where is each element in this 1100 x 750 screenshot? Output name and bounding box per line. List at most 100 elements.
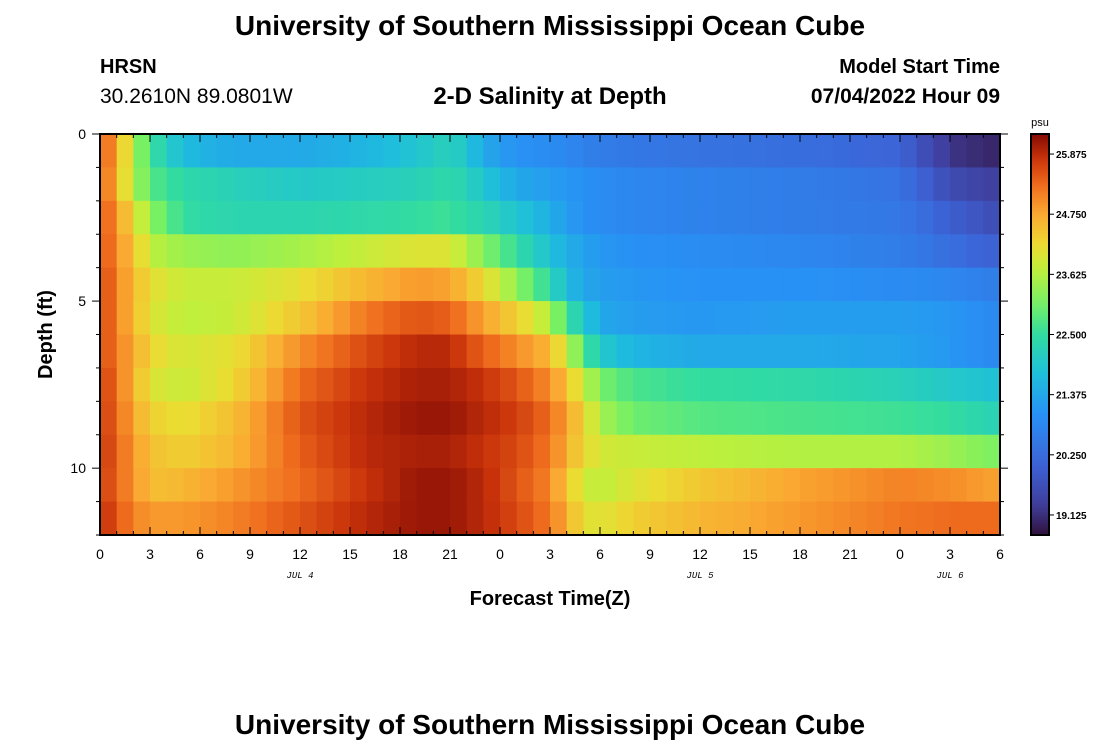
heatmap-cell <box>600 200 618 235</box>
heatmap-cell <box>666 501 684 536</box>
heatmap-cell <box>633 234 651 269</box>
heatmap-cell <box>966 234 984 269</box>
heatmap-cell <box>300 501 318 536</box>
heatmap-cell <box>750 401 768 436</box>
heatmap-cell <box>733 134 751 169</box>
heatmap-cell <box>750 501 768 536</box>
x-axis-ticks: 0 3 6 9 12 15 18 21 0 3 6 9 12 15 18 21 0 3 6 <box>96 134 1004 562</box>
heatmap-cell <box>316 501 334 536</box>
heatmap-cell <box>933 468 951 503</box>
heatmap-cell <box>850 301 868 336</box>
heatmap-cell <box>116 367 134 402</box>
heatmap-cell <box>900 434 918 469</box>
heatmap-cell <box>800 234 818 269</box>
heatmap-cell <box>550 468 568 503</box>
heatmap-cell <box>716 167 734 202</box>
heatmap-cell <box>900 234 918 269</box>
heatmap-cell <box>716 301 734 336</box>
heatmap-cell <box>800 334 818 369</box>
heatmap-cell <box>383 367 401 402</box>
heatmap-cell <box>350 301 368 336</box>
heatmap-cell <box>250 267 268 302</box>
heatmap-cell <box>183 200 201 235</box>
heatmap-cell <box>766 167 784 202</box>
heatmap-cell <box>750 468 768 503</box>
heatmap-cell <box>200 334 218 369</box>
heatmap-cell <box>166 301 184 336</box>
heatmap-cell <box>733 267 751 302</box>
heatmap-cell <box>716 334 734 369</box>
heatmap-cell <box>233 501 251 536</box>
heatmap-cell <box>433 200 451 235</box>
heatmap-cell <box>883 468 901 503</box>
heatmap-cell <box>933 234 951 269</box>
heatmap-cell <box>400 200 418 235</box>
heatmap-cell <box>966 267 984 302</box>
heatmap-cell <box>950 200 968 235</box>
heatmap-cell <box>750 334 768 369</box>
heatmap-cell <box>916 401 934 436</box>
heatmap-cell <box>633 167 651 202</box>
heatmap-cell <box>633 468 651 503</box>
heatmap-cell <box>683 134 701 169</box>
heatmap-cell <box>983 200 1001 235</box>
heatmap-cell <box>350 200 368 235</box>
heatmap-cell <box>583 167 601 202</box>
heatmap-cell <box>916 367 934 402</box>
heatmap-cell <box>766 367 784 402</box>
heatmap-cell <box>583 434 601 469</box>
heatmap-cell <box>183 434 201 469</box>
heatmap-cell <box>666 367 684 402</box>
heatmap-cell <box>100 434 118 469</box>
heatmap-cell <box>466 200 484 235</box>
heatmap-cell <box>283 134 301 169</box>
heatmap-cells <box>100 134 1001 536</box>
heatmap-cell <box>333 200 351 235</box>
heatmap-cell <box>266 301 284 336</box>
heatmap-cell <box>600 401 618 436</box>
heatmap-cell <box>550 200 568 235</box>
heatmap-cell <box>883 234 901 269</box>
heatmap-cell <box>366 334 384 369</box>
heatmap-cell <box>900 501 918 536</box>
heatmap-cell <box>516 367 534 402</box>
heatmap-cell <box>816 401 834 436</box>
heatmap-cell <box>350 367 368 402</box>
heatmap-cell <box>700 301 718 336</box>
heatmap-cell <box>450 134 468 169</box>
heatmap-cell <box>150 401 168 436</box>
heatmap-cell <box>633 434 651 469</box>
heatmap-cell <box>466 367 484 402</box>
heatmap-cell <box>500 134 518 169</box>
heatmap-cell <box>116 234 134 269</box>
heatmap-cell <box>100 267 118 302</box>
heatmap-cell <box>433 367 451 402</box>
heatmap-cell <box>550 234 568 269</box>
heatmap-cell <box>150 468 168 503</box>
heatmap-cell <box>133 501 151 536</box>
heatmap-cell <box>900 200 918 235</box>
heatmap-cell <box>300 434 318 469</box>
heatmap-cell <box>416 334 434 369</box>
heatmap-cell <box>850 234 868 269</box>
heatmap-cell <box>700 367 718 402</box>
heatmap-cell <box>216 501 234 536</box>
heatmap-cell <box>200 200 218 235</box>
heatmap-cell <box>416 200 434 235</box>
heatmap-cell <box>883 167 901 202</box>
heatmap-cell <box>766 468 784 503</box>
heatmap-cell <box>783 434 801 469</box>
heatmap-cell <box>433 267 451 302</box>
heatmap-cell <box>666 167 684 202</box>
heatmap-cell <box>483 267 501 302</box>
heatmap-cell <box>833 234 851 269</box>
heatmap-cell <box>216 234 234 269</box>
heatmap-cell <box>233 401 251 436</box>
heatmap-cell <box>816 134 834 169</box>
heatmap-cell <box>633 134 651 169</box>
heatmap-cell <box>633 401 651 436</box>
heatmap-cell <box>550 134 568 169</box>
heatmap-cell <box>500 334 518 369</box>
heatmap-cell <box>283 200 301 235</box>
heatmap-cell <box>683 234 701 269</box>
